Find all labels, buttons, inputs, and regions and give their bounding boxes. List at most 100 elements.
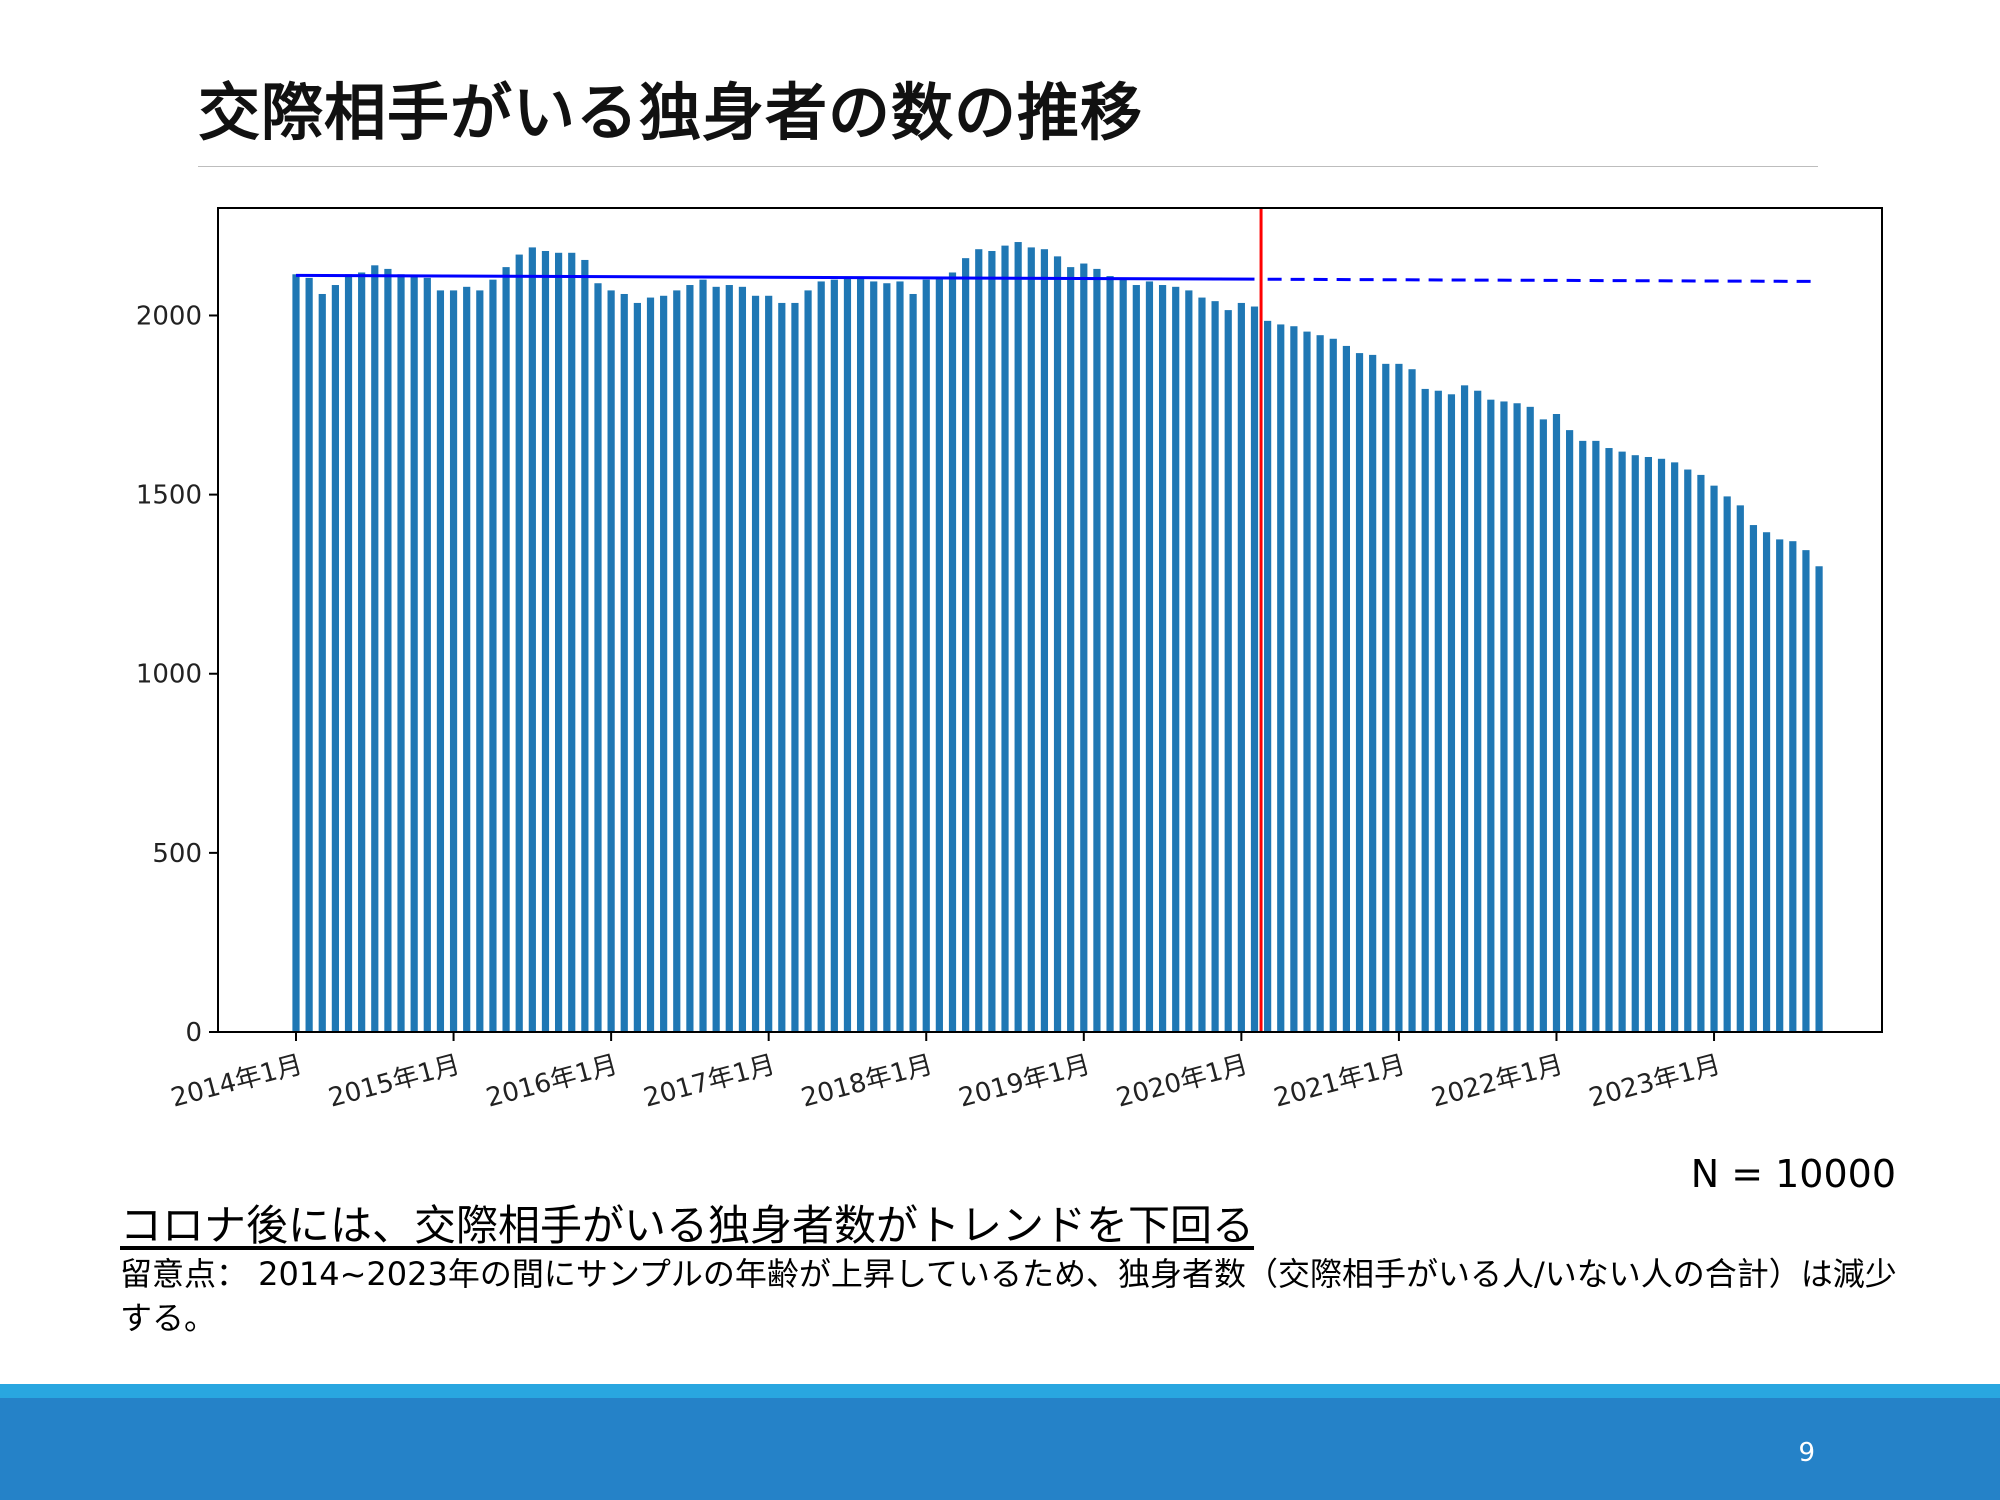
bar bbox=[1631, 455, 1639, 1032]
bar bbox=[1460, 385, 1469, 1033]
bar bbox=[568, 252, 576, 1033]
bar bbox=[371, 265, 379, 1032]
bar bbox=[541, 250, 550, 1032]
bar bbox=[1185, 290, 1193, 1032]
bar bbox=[1132, 285, 1140, 1032]
bar bbox=[738, 286, 747, 1032]
bar bbox=[1421, 388, 1429, 1032]
bar bbox=[1355, 353, 1364, 1032]
bar bbox=[384, 268, 392, 1032]
headline-text: コロナ後には、交際相手がいる独身者数がトレンドを下回る bbox=[120, 1201, 1255, 1250]
bar bbox=[646, 297, 655, 1033]
bar bbox=[1776, 539, 1784, 1032]
bar bbox=[1369, 354, 1377, 1032]
bar bbox=[502, 267, 510, 1032]
bar bbox=[751, 295, 760, 1032]
bar bbox=[1001, 245, 1009, 1033]
bar bbox=[856, 277, 865, 1033]
bar bbox=[1106, 276, 1114, 1032]
bar bbox=[791, 302, 799, 1033]
x-tick-label: 2018年1月 bbox=[798, 1050, 936, 1114]
bar bbox=[778, 302, 786, 1033]
bar bbox=[699, 279, 707, 1032]
bar bbox=[1723, 496, 1731, 1032]
bar bbox=[305, 277, 313, 1033]
bar bbox=[1224, 310, 1232, 1032]
bar bbox=[331, 285, 339, 1032]
bar bbox=[712, 286, 720, 1032]
bar bbox=[1710, 485, 1718, 1032]
bar bbox=[1080, 263, 1088, 1033]
bar bbox=[1605, 448, 1613, 1032]
footer-stripe bbox=[0, 1384, 2000, 1398]
bar bbox=[830, 279, 838, 1032]
bar bbox=[633, 302, 641, 1033]
bar bbox=[1447, 394, 1456, 1032]
x-tick-label: 2021年1月 bbox=[1271, 1050, 1409, 1114]
bar bbox=[1395, 363, 1403, 1032]
bar bbox=[515, 254, 523, 1032]
bar bbox=[397, 274, 405, 1032]
bar bbox=[436, 290, 445, 1032]
trend-line-dashed bbox=[1267, 277, 1820, 283]
y-tick-label: 0 bbox=[185, 1018, 202, 1048]
bar-series bbox=[292, 242, 1823, 1033]
x-tick-label: 2014年1月 bbox=[168, 1050, 306, 1114]
bar bbox=[1408, 369, 1416, 1032]
bar bbox=[1526, 406, 1534, 1032]
bar bbox=[1303, 331, 1311, 1033]
bar bbox=[1552, 414, 1561, 1032]
title-divider bbox=[198, 166, 1818, 167]
bar bbox=[765, 295, 773, 1032]
bar bbox=[292, 274, 300, 1032]
footer-bar bbox=[0, 1398, 2000, 1500]
bar bbox=[1487, 399, 1495, 1032]
bar bbox=[1566, 430, 1574, 1033]
bar bbox=[948, 272, 957, 1033]
bar bbox=[1211, 301, 1219, 1032]
bar bbox=[1697, 474, 1705, 1032]
bar bbox=[463, 286, 471, 1032]
bar bbox=[489, 279, 497, 1032]
bar bbox=[581, 259, 589, 1032]
bar bbox=[1434, 390, 1442, 1033]
bar bbox=[1250, 306, 1259, 1032]
trend-line-solid bbox=[295, 273, 1255, 281]
bar bbox=[1802, 550, 1810, 1032]
y-tick-label: 2000 bbox=[136, 301, 202, 331]
bar bbox=[883, 283, 891, 1033]
x-tick-label: 2016年1月 bbox=[483, 1050, 621, 1114]
bar bbox=[1618, 451, 1626, 1032]
bar bbox=[344, 274, 353, 1032]
bar bbox=[620, 293, 628, 1032]
slide-title: 交際相手がいる独身者の数の推移 bbox=[198, 76, 1144, 149]
bar bbox=[1040, 249, 1049, 1032]
bar bbox=[1736, 505, 1744, 1032]
y-tick-label: 500 bbox=[152, 839, 202, 869]
x-tick-label: 2015年1月 bbox=[325, 1050, 463, 1114]
bar bbox=[1053, 256, 1062, 1032]
y-axis: 0 500 1000 1500 2000 bbox=[136, 301, 218, 1048]
bar bbox=[1093, 268, 1101, 1032]
bar bbox=[1592, 440, 1600, 1032]
bar bbox=[909, 293, 917, 1032]
bar bbox=[1172, 286, 1180, 1032]
bar bbox=[1198, 297, 1206, 1033]
bar bbox=[1815, 566, 1823, 1032]
y-tick-label: 1000 bbox=[136, 660, 202, 690]
bar bbox=[607, 290, 615, 1032]
bar bbox=[1671, 462, 1679, 1032]
bar bbox=[1277, 324, 1285, 1032]
bar bbox=[896, 281, 904, 1032]
bar bbox=[528, 247, 536, 1032]
bar bbox=[1145, 281, 1154, 1032]
bar bbox=[1237, 302, 1245, 1033]
bar bbox=[1644, 456, 1652, 1032]
x-tick-label: 2019年1月 bbox=[956, 1050, 1094, 1114]
y-tick-label: 1500 bbox=[136, 481, 202, 511]
bar bbox=[843, 277, 852, 1033]
bar bbox=[673, 290, 681, 1032]
bar bbox=[1513, 403, 1521, 1032]
page-number: 9 bbox=[1798, 1438, 1815, 1468]
bar bbox=[804, 290, 812, 1032]
